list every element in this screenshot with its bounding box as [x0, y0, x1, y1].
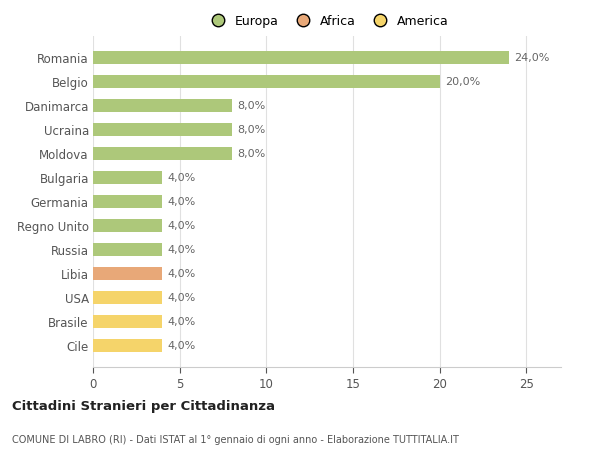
- Text: 8,0%: 8,0%: [237, 149, 265, 159]
- Text: Cittadini Stranieri per Cittadinanza: Cittadini Stranieri per Cittadinanza: [12, 399, 275, 412]
- Text: 4,0%: 4,0%: [167, 341, 196, 351]
- Bar: [93, 196, 163, 208]
- Text: 4,0%: 4,0%: [167, 221, 196, 231]
- Text: 4,0%: 4,0%: [167, 293, 196, 302]
- Text: 8,0%: 8,0%: [237, 125, 265, 135]
- Text: 4,0%: 4,0%: [167, 245, 196, 255]
- Text: 4,0%: 4,0%: [167, 197, 196, 207]
- Bar: [93, 243, 163, 257]
- Text: 4,0%: 4,0%: [167, 173, 196, 183]
- Text: 8,0%: 8,0%: [237, 101, 265, 111]
- Bar: [93, 147, 232, 161]
- Text: COMUNE DI LABRO (RI) - Dati ISTAT al 1° gennaio di ogni anno - Elaborazione TUTT: COMUNE DI LABRO (RI) - Dati ISTAT al 1° …: [12, 434, 459, 444]
- Text: 4,0%: 4,0%: [167, 269, 196, 279]
- Bar: [93, 52, 509, 65]
- Text: 4,0%: 4,0%: [167, 317, 196, 327]
- Legend: Europa, Africa, America: Europa, Africa, America: [200, 10, 454, 33]
- Bar: [93, 291, 163, 304]
- Bar: [93, 339, 163, 352]
- Text: 24,0%: 24,0%: [514, 53, 550, 63]
- Bar: [93, 100, 232, 113]
- Bar: [93, 267, 163, 280]
- Bar: [93, 172, 163, 185]
- Bar: [93, 123, 232, 137]
- Bar: [93, 219, 163, 232]
- Text: 20,0%: 20,0%: [445, 77, 480, 87]
- Bar: [93, 76, 440, 89]
- Bar: [93, 315, 163, 328]
